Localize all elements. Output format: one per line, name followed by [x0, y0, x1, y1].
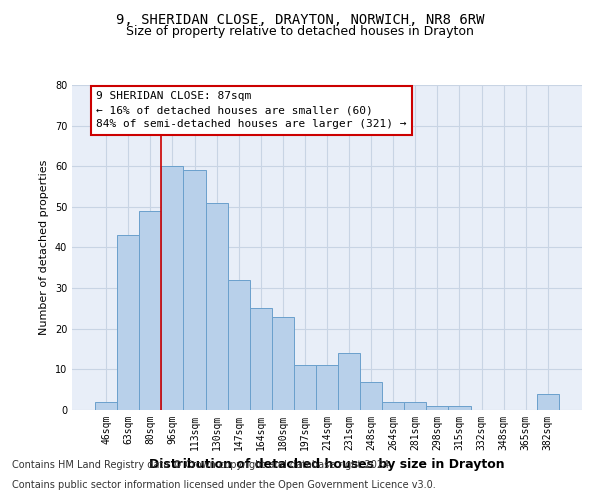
Text: 9, SHERIDAN CLOSE, DRAYTON, NORWICH, NR8 6RW: 9, SHERIDAN CLOSE, DRAYTON, NORWICH, NR8…: [116, 12, 484, 26]
Bar: [448, 406, 470, 410]
Bar: [250, 308, 272, 410]
Bar: [316, 366, 338, 410]
Text: Contains HM Land Registry data © Crown copyright and database right 2024.: Contains HM Land Registry data © Crown c…: [12, 460, 392, 470]
Y-axis label: Number of detached properties: Number of detached properties: [39, 160, 49, 335]
X-axis label: Distribution of detached houses by size in Drayton: Distribution of detached houses by size …: [149, 458, 505, 471]
Bar: [139, 211, 161, 410]
Bar: [272, 316, 294, 410]
Text: 9 SHERIDAN CLOSE: 87sqm
← 16% of detached houses are smaller (60)
84% of semi-de: 9 SHERIDAN CLOSE: 87sqm ← 16% of detache…: [96, 91, 407, 129]
Bar: [95, 402, 117, 410]
Bar: [360, 382, 382, 410]
Bar: [117, 236, 139, 410]
Bar: [184, 170, 206, 410]
Text: Contains public sector information licensed under the Open Government Licence v3: Contains public sector information licen…: [12, 480, 436, 490]
Bar: [206, 203, 227, 410]
Bar: [294, 366, 316, 410]
Bar: [338, 353, 360, 410]
Bar: [427, 406, 448, 410]
Bar: [537, 394, 559, 410]
Text: Size of property relative to detached houses in Drayton: Size of property relative to detached ho…: [126, 25, 474, 38]
Bar: [382, 402, 404, 410]
Bar: [227, 280, 250, 410]
Bar: [161, 166, 184, 410]
Bar: [404, 402, 427, 410]
